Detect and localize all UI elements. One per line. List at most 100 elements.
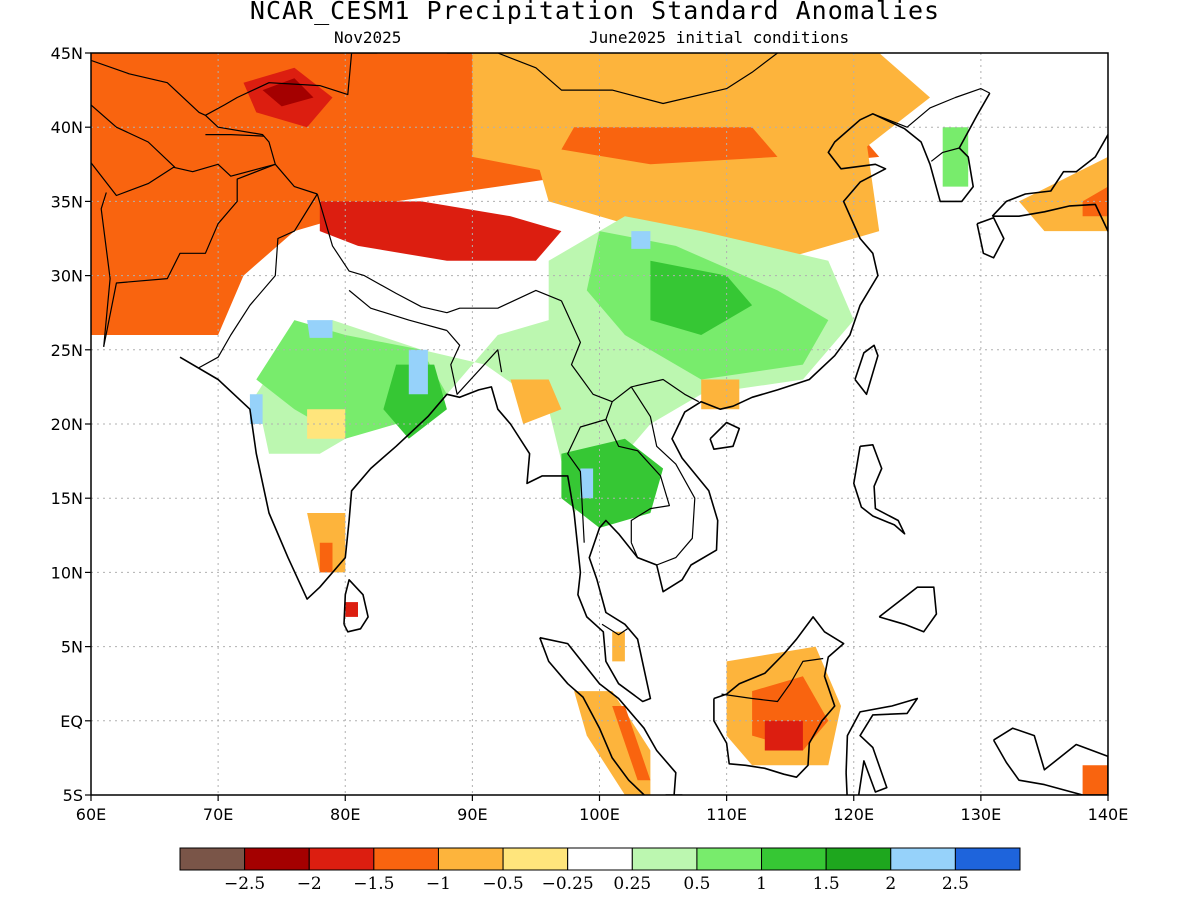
- lon-tick-label: 120E: [833, 805, 874, 824]
- border-laos-vietnam: [630, 386, 696, 566]
- colorbar-swatch: [179, 847, 246, 871]
- border-thai-malaysia: [601, 623, 628, 636]
- coastline-sumatra: [539, 636, 677, 795]
- border-iran-afg: [100, 192, 111, 347]
- anomaly-region-spot-blue-2: [408, 349, 428, 395]
- lon-tick-label: 130E: [961, 805, 1002, 824]
- lat-tick-label: 25N: [51, 341, 83, 360]
- coastline-borneo: [713, 616, 845, 779]
- border-bangladesh: [446, 330, 503, 395]
- anomaly-region-mongolia-strip: [561, 127, 778, 165]
- colorbar-swatch: [696, 847, 763, 871]
- anomaly-region-southern-india-dry-core: [319, 542, 333, 573]
- colorbar: −2.5 −2 −1.5 −1 −0.5 −0.25 0.25 0.5 1 1.5 2 2.5: [179, 847, 1021, 894]
- colorbar-swatch: [437, 847, 504, 871]
- lon-tick-label: 60E: [76, 805, 106, 824]
- anomaly-region-new-guinea-dry: [1082, 765, 1108, 795]
- lat-tick-label: 20N: [51, 415, 83, 434]
- colorbar-label: −1.5: [353, 874, 394, 894]
- border-central-asia: [91, 53, 353, 197]
- colorbar-swatch: [954, 847, 1021, 871]
- anomaly-region-guangxi-dry: [701, 379, 740, 410]
- border-china-korea: [872, 87, 991, 128]
- colorbar-swatch: [502, 847, 569, 871]
- coastline-new-guinea: [992, 727, 1108, 795]
- anomaly-region-spot-blue-1: [307, 320, 333, 338]
- anomaly-region-kazakh-core-deep: [262, 78, 314, 107]
- lon-tick-label: 140E: [1088, 805, 1129, 824]
- initial-conditions: June2025 initial conditions: [589, 28, 850, 47]
- lat-tick-label: EQ: [60, 712, 83, 731]
- lat-tick-label: 5N: [61, 638, 83, 657]
- anomaly-region-japan-dry: [1019, 156, 1108, 232]
- colorbar-label: −1: [426, 874, 451, 894]
- coastline-luzon: [852, 443, 906, 535]
- colorbar-label: 0.5: [683, 874, 710, 894]
- forecast-month: Nov2025: [334, 28, 402, 47]
- coastline-java-top: [665, 794, 683, 795]
- lon-tick-label: 100E: [579, 805, 620, 824]
- border-india-pakistan: [198, 193, 318, 369]
- map-title: NCAR_CESM1 Precipitation Standard Anomal…: [249, 0, 941, 25]
- border-laos-thai: [605, 419, 671, 543]
- lat-tick-label: 45N: [51, 44, 83, 63]
- border-borneo-kalimantan: [721, 657, 824, 703]
- lat-tick-label: 5S: [63, 786, 83, 805]
- anomaly-region-tibet-dry: [319, 201, 562, 261]
- colorbar-swatch: [761, 847, 827, 871]
- coastline-hainan: [709, 421, 741, 451]
- lat-tick-label: 30N: [51, 267, 83, 286]
- anomaly-region-sri-lanka-dry: [345, 602, 358, 617]
- border-china-mongolia: [446, 53, 779, 105]
- border-china-kazakh: [351, 53, 378, 54]
- colorbar-label: −0.25: [542, 874, 594, 894]
- coastline-kyushu: [976, 216, 1005, 259]
- anomaly-region-indochina-wet: [561, 438, 664, 528]
- anomaly-region-borneo-dry-deep: [764, 720, 803, 751]
- colorbar-swatch: [244, 847, 310, 871]
- coastline-honshu: [991, 133, 1108, 232]
- border-himalaya: [316, 193, 562, 314]
- lat-tick-label: 40N: [51, 118, 83, 137]
- colorbar-label: −2: [297, 874, 322, 894]
- coastline-sulawesi: [845, 697, 919, 795]
- border-kyrgyz-tajik: [205, 134, 264, 137]
- colorbar-swatch: [373, 847, 439, 871]
- anomaly-region-sumatra-dry-core: [612, 706, 651, 781]
- anomaly-region-spot-blue-4: [580, 468, 594, 499]
- colorbar-swatch: [308, 847, 375, 871]
- colorbar-swatch: [567, 847, 633, 871]
- coastline-taiwan: [854, 344, 879, 396]
- coastline-sri-lanka: [343, 578, 369, 633]
- colorbar-label: 2: [885, 874, 896, 894]
- colorbar-label: 1.5: [813, 874, 840, 894]
- anomaly-region-spot-blue-3: [631, 231, 651, 249]
- lon-tick-label: 110E: [706, 805, 747, 824]
- coastline-mindanao: [878, 586, 938, 633]
- colorbar-label: 2.5: [942, 874, 969, 894]
- anomaly-region-japan-dry-core: [1082, 186, 1108, 217]
- border-uzbek-kazakh: [91, 59, 206, 116]
- lon-tick-label: 80E: [330, 805, 360, 824]
- anomaly-region-china-wet-deep: [650, 260, 753, 335]
- border-pak-afg: [103, 163, 276, 347]
- lon-tick-label: 70E: [203, 805, 233, 824]
- colorbar-label: −0.5: [482, 874, 523, 894]
- colorbar-label: 1: [756, 874, 767, 894]
- lon-tick-label: 90E: [457, 805, 487, 824]
- colorbar-swatch: [631, 847, 698, 871]
- lat-tick-label: 10N: [51, 563, 83, 582]
- border-china-south: [611, 378, 699, 403]
- anomaly-region-spot-blue-5: [249, 394, 263, 424]
- border-china-ladakh: [274, 163, 318, 195]
- colorbar-swatch: [825, 847, 892, 871]
- border-myanmar-border: [560, 300, 613, 543]
- lat-tick-label: 15N: [51, 489, 83, 508]
- colorbar-swatch: [890, 847, 956, 871]
- border-vietnam-cambodia: [630, 542, 657, 566]
- border-korea-dmz: [930, 147, 960, 162]
- lat-tick-label: 35N: [51, 192, 83, 211]
- colorbar-label: −2.5: [224, 874, 265, 894]
- border-uzbek-turkmen: [91, 104, 176, 168]
